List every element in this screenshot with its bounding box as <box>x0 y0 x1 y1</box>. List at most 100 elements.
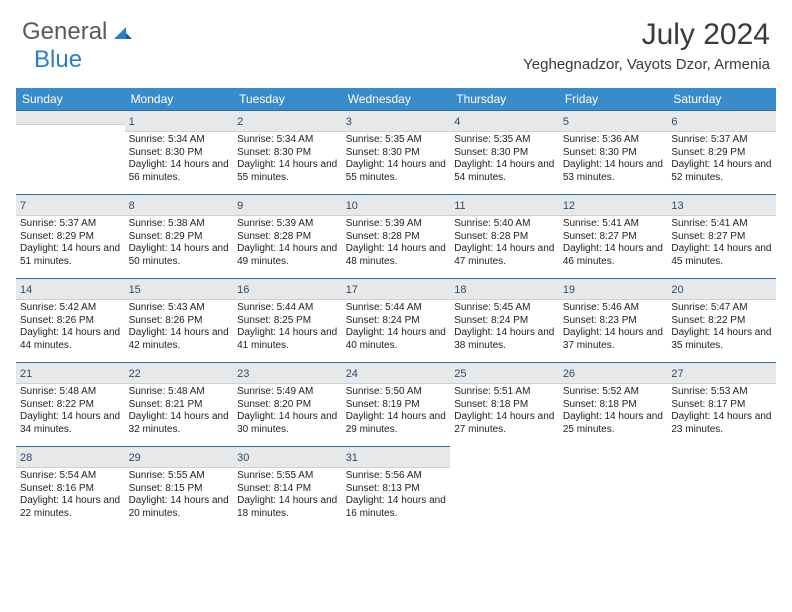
day-info: Sunrise: 5:49 AMSunset: 8:20 PMDaylight:… <box>233 384 342 436</box>
day-number: 22 <box>129 368 141 380</box>
day-info: Sunrise: 5:44 AMSunset: 8:25 PMDaylight:… <box>233 300 342 352</box>
calendar-cell <box>450 446 559 530</box>
day-info: Sunrise: 5:36 AMSunset: 8:30 PMDaylight:… <box>559 132 668 184</box>
day-info: Sunrise: 5:37 AMSunset: 8:29 PMDaylight:… <box>16 216 125 268</box>
day-number: 8 <box>129 200 135 212</box>
header: General Blue July 2024 Yeghegnadzor, Vay… <box>0 0 792 80</box>
day-number-bar: 8 <box>125 194 234 216</box>
day-number: 26 <box>563 368 575 380</box>
day-number-bar: 23 <box>233 362 342 384</box>
day-number: 6 <box>671 116 677 128</box>
day-number-bar: 16 <box>233 278 342 300</box>
day-number-bar: 25 <box>450 362 559 384</box>
day-number-bar: 5 <box>559 110 668 132</box>
calendar-cell: 26Sunrise: 5:52 AMSunset: 8:18 PMDayligh… <box>559 362 668 446</box>
calendar-cell: 4 Sunrise: 5:35 AMSunset: 8:30 PMDaylight… <box>450 110 559 194</box>
day-number: 23 <box>237 368 249 380</box>
calendar-cell: 25Sunrise: 5:51 AMSunset: 8:18 PMDayligh… <box>450 362 559 446</box>
calendar-row: 7 Sunrise: 5:37 AMSunset: 8:29 PMDaylight… <box>16 194 776 278</box>
day-number-bar: 12 <box>559 194 668 216</box>
calendar-cell: 16Sunrise: 5:44 AMSunset: 8:25 PMDayligh… <box>233 278 342 362</box>
calendar-cell: 23 Sunrise: 5:49 AMSunset: 8:20 PMDayligh… <box>233 362 342 446</box>
day-header-row: SundayMondayTuesdayWednesdayThursdayFrid… <box>16 88 776 110</box>
calendar-cell: 9 Sunrise: 5:39 AMSunset: 8:28 PMDaylight… <box>233 194 342 278</box>
day-number-bar: 14 <box>16 278 125 300</box>
calendar-cell: 14Sunrise: 5:42 AMSunset: 8:26 PMDayligh… <box>16 278 125 362</box>
day-number-bar: 9 <box>233 194 342 216</box>
day-number: 19 <box>563 284 575 296</box>
title-block: July 2024 Yeghegnadzor, Vayots Dzor, Arm… <box>523 18 770 73</box>
day-number-bar: 10 <box>342 194 451 216</box>
calendar-cell: 13Sunrise: 5:41 AMSunset: 8:27 PMDayligh… <box>667 194 776 278</box>
calendar-row: 28Sunrise: 5:54 AMSunset: 8:16 PMDayligh… <box>16 446 776 530</box>
day-number: 10 <box>346 200 358 212</box>
day-header: Sunday <box>16 88 125 110</box>
day-number-bar: 21 <box>16 362 125 384</box>
day-number-bar: 29 <box>125 446 234 468</box>
calendar-cell: 28Sunrise: 5:54 AMSunset: 8:16 PMDayligh… <box>16 446 125 530</box>
day-number: 31 <box>346 452 358 464</box>
logo-word1: General <box>22 18 107 45</box>
day-number: 28 <box>20 452 32 464</box>
calendar-cell: 19 Sunrise: 5:46 AMSunset: 8:23 PMDayligh… <box>559 278 668 362</box>
calendar-cell: 12Sunrise: 5:41 AMSunset: 8:27 PMDayligh… <box>559 194 668 278</box>
day-number: 25 <box>454 368 466 380</box>
day-header: Tuesday <box>233 88 342 110</box>
day-info: Sunrise: 5:50 AMSunset: 8:19 PMDaylight:… <box>342 384 451 436</box>
day-number: 2 <box>237 116 243 128</box>
day-number: 14 <box>20 284 32 296</box>
day-number-bar: 2 <box>233 110 342 132</box>
calendar-cell: 7 Sunrise: 5:37 AMSunset: 8:29 PMDaylight… <box>16 194 125 278</box>
calendar-cell: 15Sunrise: 5:43 AMSunset: 8:26 PMDayligh… <box>125 278 234 362</box>
calendar-cell: 24Sunrise: 5:50 AMSunset: 8:19 PMDayligh… <box>342 362 451 446</box>
day-info: Sunrise: 5:44 AMSunset: 8:24 PMDaylight:… <box>342 300 451 352</box>
day-number-bar: 17 <box>342 278 451 300</box>
day-header: Friday <box>559 88 668 110</box>
day-number-bar: 15 <box>125 278 234 300</box>
calendar-cell: 29Sunrise: 5:55 AMSunset: 8:15 PMDayligh… <box>125 446 234 530</box>
day-info: Sunrise: 5:46 AMSunset: 8:23 PMDaylight:… <box>559 300 668 352</box>
location: Yeghegnadzor, Vayots Dzor, Armenia <box>523 56 770 73</box>
calendar-cell: 5 Sunrise: 5:36 AMSunset: 8:30 PMDaylight… <box>559 110 668 194</box>
day-info: Sunrise: 5:47 AMSunset: 8:22 PMDaylight:… <box>667 300 776 352</box>
day-number: 18 <box>454 284 466 296</box>
day-info: Sunrise: 5:45 AMSunset: 8:24 PMDaylight:… <box>450 300 559 352</box>
day-info: Sunrise: 5:53 AMSunset: 8:17 PMDaylight:… <box>667 384 776 436</box>
day-number-bar: 7 <box>16 194 125 216</box>
day-number-bar: 3 <box>342 110 451 132</box>
calendar-cell <box>559 446 668 530</box>
calendar-cell: 2Sunrise: 5:34 AMSunset: 8:30 PMDaylight… <box>233 110 342 194</box>
day-number-bar: 18 <box>450 278 559 300</box>
day-info: Sunrise: 5:55 AMSunset: 8:14 PMDaylight:… <box>233 468 342 520</box>
day-info: Sunrise: 5:39 AMSunset: 8:28 PMDaylight:… <box>233 216 342 268</box>
day-number: 4 <box>454 116 460 128</box>
day-number: 5 <box>563 116 569 128</box>
day-info: Sunrise: 5:35 AMSunset: 8:30 PMDaylight:… <box>450 132 559 184</box>
calendar-cell: 27Sunrise: 5:53 AMSunset: 8:17 PMDayligh… <box>667 362 776 446</box>
calendar-cell: 21Sunrise: 5:48 AMSunset: 8:22 PMDayligh… <box>16 362 125 446</box>
calendar-cell: 22Sunrise: 5:48 AMSunset: 8:21 PMDayligh… <box>125 362 234 446</box>
day-number: 9 <box>237 200 243 212</box>
day-number: 21 <box>20 368 32 380</box>
day-number-bar: 20 <box>667 278 776 300</box>
day-info: Sunrise: 5:35 AMSunset: 8:30 PMDaylight:… <box>342 132 451 184</box>
logo: General Blue <box>22 18 132 74</box>
calendar-cell: 8Sunrise: 5:38 AMSunset: 8:29 PMDaylight… <box>125 194 234 278</box>
day-info: Sunrise: 5:41 AMSunset: 8:27 PMDaylight:… <box>559 216 668 268</box>
day-number: 20 <box>671 284 683 296</box>
day-number-bar: 27 <box>667 362 776 384</box>
day-number: 29 <box>129 452 141 464</box>
calendar-cell: 3Sunrise: 5:35 AMSunset: 8:30 PMDaylight… <box>342 110 451 194</box>
day-number: 30 <box>237 452 249 464</box>
day-number: 7 <box>20 200 26 212</box>
calendar-cell: 6Sunrise: 5:37 AMSunset: 8:29 PMDaylight… <box>667 110 776 194</box>
calendar-cell: 17 Sunrise: 5:44 AMSunset: 8:24 PMDayligh… <box>342 278 451 362</box>
month-title: July 2024 <box>523 18 770 52</box>
day-number: 17 <box>346 284 358 296</box>
calendar-table: SundayMondayTuesdayWednesdayThursdayFrid… <box>16 88 776 530</box>
day-header: Saturday <box>667 88 776 110</box>
day-number: 11 <box>454 200 465 212</box>
day-number-bar: 11 <box>450 194 559 216</box>
day-info: Sunrise: 5:56 AMSunset: 8:13 PMDaylight:… <box>342 468 451 520</box>
calendar-cell: 31 Sunrise: 5:56 AMSunset: 8:13 PMDayligh… <box>342 446 451 530</box>
